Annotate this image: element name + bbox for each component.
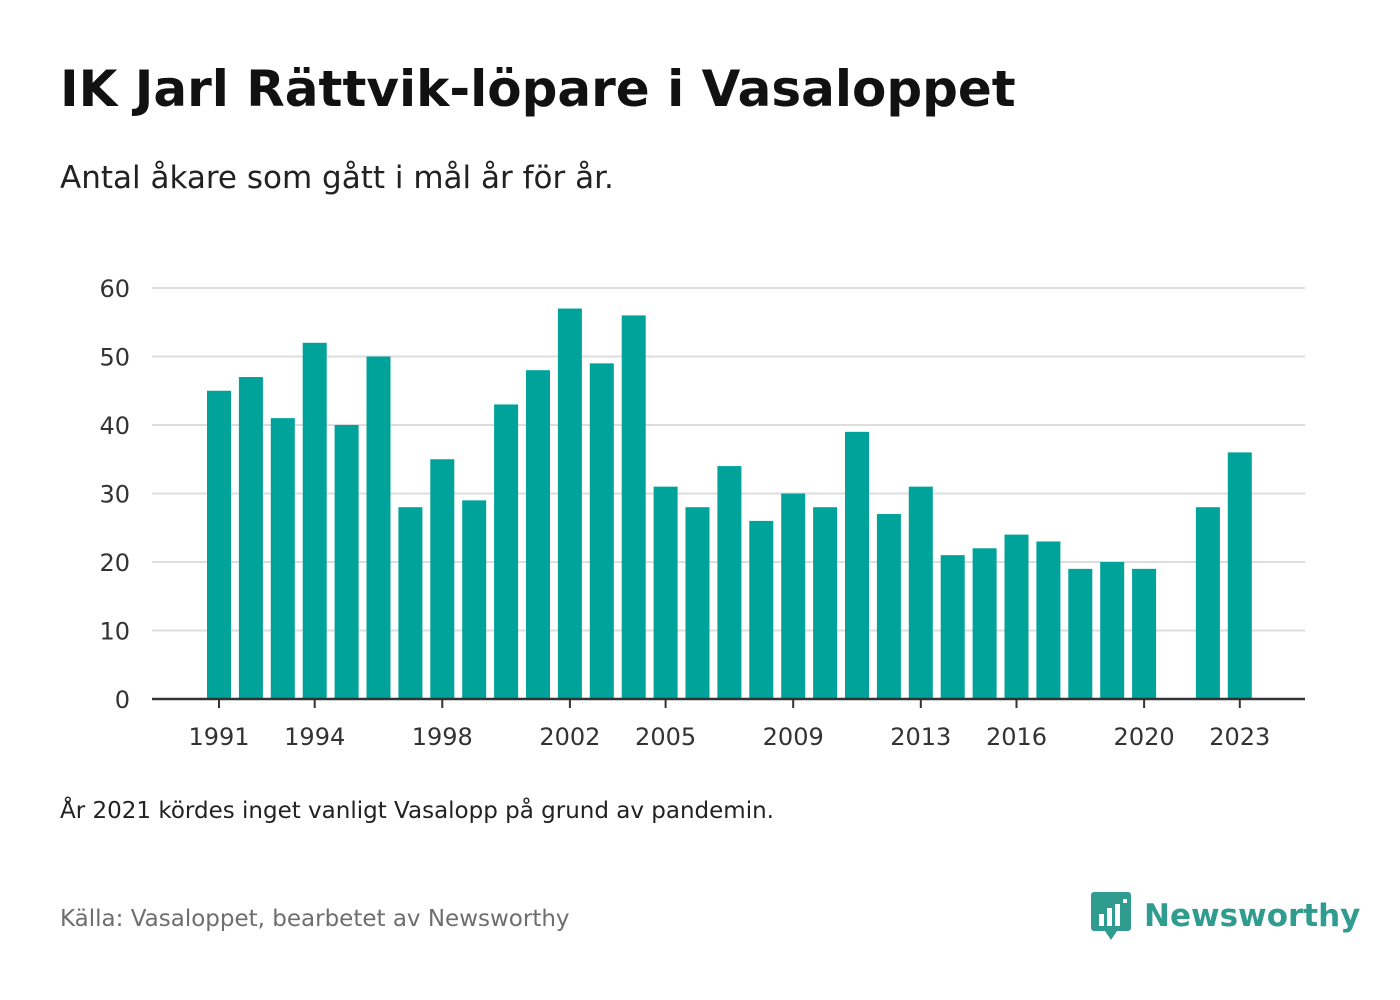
- bar-2016: [1004, 534, 1029, 699]
- bar-2005: [653, 486, 678, 699]
- bar-2017: [1036, 541, 1061, 699]
- bar-1999: [462, 500, 487, 699]
- bar-2003: [589, 363, 614, 699]
- y-tick-label: 50: [99, 344, 130, 372]
- x-tick-label: 1994: [284, 723, 345, 751]
- bar-2012: [876, 514, 901, 699]
- bar-2011: [845, 431, 869, 699]
- y-tick-label: 0: [115, 686, 130, 714]
- bar-1994: [302, 342, 327, 699]
- x-tick-label: 2016: [986, 723, 1047, 751]
- x-tick-label: 1998: [412, 723, 473, 751]
- bar-chart: 0 10 20 30 40 50 60 1991 1994 1998 2002 2005 2009 201…: [99, 275, 1305, 751]
- bar-1991: [207, 390, 231, 699]
- x-tick-label: 1991: [188, 723, 249, 751]
- bar-2004: [621, 315, 646, 699]
- bar-2008: [749, 520, 774, 699]
- y-tick-label: 10: [99, 618, 130, 646]
- bar-1992: [238, 377, 263, 699]
- bar-2015: [972, 548, 997, 699]
- brand-name: Newsworthy: [1144, 898, 1361, 934]
- bar-2009: [781, 493, 806, 699]
- axes: 0 10 20 30 40 50 60 1991 1994 1998 2002 2005 2009 201…: [99, 275, 1305, 751]
- bar-2007: [717, 466, 742, 699]
- y-tick-label: 30: [99, 481, 130, 509]
- bar-1996: [366, 356, 391, 699]
- chart-subtitle: Antal åkare som gått i mål år för år.: [60, 160, 614, 196]
- bar-1997: [398, 507, 423, 699]
- bar-2013: [908, 486, 933, 699]
- bar-2020: [1132, 568, 1157, 699]
- y-tick-label: 40: [99, 412, 130, 440]
- bar-2014: [940, 555, 965, 699]
- footnote: År 2021 kördes inget vanligt Vasalopp på…: [60, 798, 774, 824]
- x-tick-label: 2005: [635, 723, 696, 751]
- x-tick-label: 2013: [890, 723, 951, 751]
- bar-2001: [526, 370, 550, 699]
- bar-2010: [813, 507, 838, 699]
- brand-logo: Newsworthy: [1090, 890, 1360, 942]
- x-tick-label: 2002: [539, 723, 600, 751]
- bar-2023: [1227, 452, 1252, 699]
- source-text: Källa: Vasaloppet, bearbetet av Newswort…: [60, 906, 570, 932]
- x-tick-label: 2023: [1209, 723, 1270, 751]
- bar-1998: [430, 459, 455, 699]
- x-tick-label: 2009: [763, 723, 824, 751]
- bar-2006: [685, 507, 710, 699]
- bars: [207, 308, 1252, 699]
- bar-1993: [270, 418, 295, 699]
- newsworthy-logo-icon: [1091, 892, 1131, 940]
- chart-title: IK Jarl Rättvik-löpare i Vasaloppet: [60, 60, 1016, 118]
- bar-1995: [334, 425, 359, 699]
- bar-2019: [1100, 562, 1125, 699]
- y-tick-label: 20: [99, 549, 130, 577]
- y-tick-label: 60: [99, 275, 130, 303]
- bar-2000: [494, 404, 519, 699]
- bar-2018: [1068, 568, 1093, 699]
- bar-2002: [557, 308, 582, 699]
- x-tick-label: 2020: [1114, 723, 1175, 751]
- bar-2022: [1195, 507, 1220, 699]
